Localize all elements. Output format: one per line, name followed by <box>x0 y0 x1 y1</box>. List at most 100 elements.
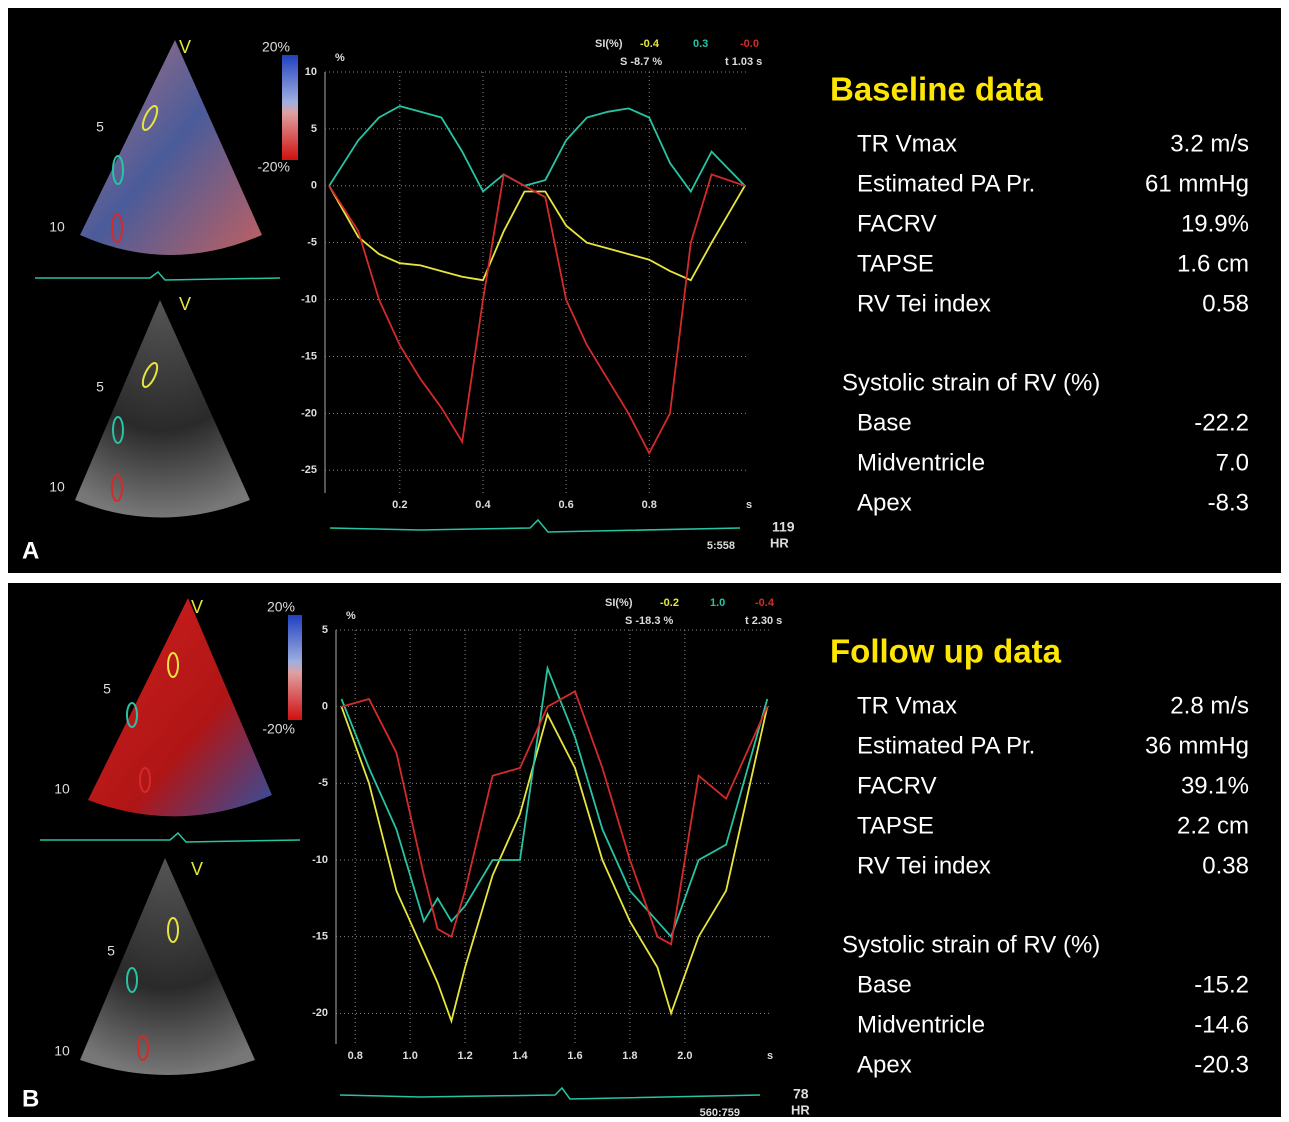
y-tick-label: -5 <box>307 237 317 249</box>
echo-label: 10 <box>54 781 70 797</box>
row-value: -22.2 <box>1194 409 1249 436</box>
row-label: Estimated PA Pr. <box>857 170 1035 197</box>
readout: S -18.3 % <box>625 615 674 627</box>
echo-label: 10 <box>49 219 65 235</box>
heart-rate: 119 <box>772 519 795 535</box>
row-label: RV Tei index <box>857 852 991 879</box>
y-tick-label: 0 <box>322 701 328 713</box>
summary-title: Follow up data <box>830 633 1062 670</box>
row-value: 3.2 m/s <box>1170 130 1249 157</box>
legend-entry: -0.0 <box>740 38 759 50</box>
echo-label: 5 <box>103 681 111 697</box>
x-tick-label: 0.6 <box>558 499 573 511</box>
color-bar <box>288 615 302 720</box>
y-tick-label: 10 <box>305 66 317 78</box>
row-value: -8.3 <box>1208 489 1249 516</box>
x-tick-label: 1.8 <box>622 1050 637 1062</box>
y-tick-label: -10 <box>301 293 317 305</box>
strain-title: Systolic strain of RV (%) <box>842 931 1100 958</box>
row-label: Midventricle <box>857 449 985 476</box>
row-label: Apex <box>857 1051 912 1078</box>
echo-label: V <box>179 294 191 314</box>
readout: t 1.03 s <box>725 56 762 68</box>
x-unit: s <box>767 1050 773 1062</box>
row-value: 36 mmHg <box>1145 732 1249 759</box>
echo-label: 5 <box>96 119 104 135</box>
row-label: FACRV <box>857 210 937 237</box>
x-tick-label: 1.2 <box>457 1050 472 1062</box>
panel-label: A <box>22 537 39 564</box>
x-tick-label: 1.0 <box>403 1050 418 1062</box>
row-value: 39.1% <box>1181 772 1249 799</box>
legend-entry: -0.4 <box>640 38 660 50</box>
row-label: TAPSE <box>857 250 934 277</box>
row-label: Estimated PA Pr. <box>857 732 1035 759</box>
row-label: Midventricle <box>857 1011 985 1038</box>
echo-label: V <box>191 597 203 617</box>
row-value: 7.0 <box>1216 449 1249 476</box>
row-value: -20.3 <box>1194 1051 1249 1078</box>
x-tick-label: 0.8 <box>642 499 657 511</box>
x-tick-label: 1.6 <box>567 1050 582 1062</box>
y-tick-label: -10 <box>312 854 328 866</box>
y-unit: % <box>346 610 356 622</box>
row-value: -14.6 <box>1194 1011 1249 1038</box>
row-label: RV Tei index <box>857 290 991 317</box>
figure: A B 1050-5-10-15-20-250.20.40.60.8%sSI(%… <box>0 0 1289 1122</box>
color-scale-label: 20% <box>262 39 290 55</box>
echo-label: V <box>191 859 203 879</box>
echo-label: 5 <box>96 379 104 395</box>
y-tick-label: -5 <box>318 777 328 789</box>
legend-entry: -0.4 <box>755 597 775 609</box>
color-scale-label: 20% <box>267 599 295 615</box>
heart-rate-label: HR <box>791 1102 810 1117</box>
row-label: TR Vmax <box>857 130 957 157</box>
echo-label: 10 <box>49 479 65 495</box>
row-value: 2.2 cm <box>1177 812 1249 839</box>
echo-label: V <box>179 37 191 57</box>
y-tick-label: 5 <box>311 123 317 135</box>
row-value: 2.8 m/s <box>1170 692 1249 719</box>
legend-entry: -0.2 <box>660 597 679 609</box>
row-value: 0.58 <box>1202 290 1249 317</box>
row-label: Base <box>857 971 912 998</box>
row-label: TR Vmax <box>857 692 957 719</box>
row-value: 61 mmHg <box>1145 170 1249 197</box>
legend-entry: 0.3 <box>693 38 708 50</box>
readout: S -8.7 % <box>620 56 662 68</box>
y-unit: % <box>335 52 345 64</box>
y-tick-label: -15 <box>301 350 317 362</box>
color-scale-label: -20% <box>262 721 295 737</box>
x-tick-label: 0.8 <box>348 1050 363 1062</box>
y-tick-label: -25 <box>301 464 317 476</box>
summary-title: Baseline data <box>830 71 1043 108</box>
echo-label: 10 <box>54 1043 70 1059</box>
readout: t 2.30 s <box>745 615 782 627</box>
si-header: SI(%) <box>595 38 623 50</box>
row-value: 1.6 cm <box>1177 250 1249 277</box>
si-header: SI(%) <box>605 597 633 609</box>
row-label: TAPSE <box>857 812 934 839</box>
row-label: Apex <box>857 489 912 516</box>
y-tick-label: 0 <box>311 180 317 192</box>
frame: 5:558 <box>707 540 735 552</box>
y-tick-label: -20 <box>312 1007 328 1019</box>
row-label: Base <box>857 409 912 436</box>
echo-label: 5 <box>107 943 115 959</box>
heart-rate: 78 <box>793 1086 809 1102</box>
x-unit: s <box>746 499 752 511</box>
strain-title: Systolic strain of RV (%) <box>842 369 1100 396</box>
legend-entry: 1.0 <box>710 597 725 609</box>
y-tick-label: -15 <box>312 931 328 943</box>
panel-label: B <box>22 1085 39 1112</box>
color-scale-label: -20% <box>257 159 290 175</box>
row-value: -15.2 <box>1194 971 1249 998</box>
frame: 560:759 <box>700 1107 740 1119</box>
row-value: 0.38 <box>1202 852 1249 879</box>
y-tick-label: -20 <box>301 407 317 419</box>
row-value: 19.9% <box>1181 210 1249 237</box>
row-label: FACRV <box>857 772 937 799</box>
x-tick-label: 1.4 <box>512 1050 528 1062</box>
x-tick-label: 0.2 <box>392 499 407 511</box>
heart-rate-label: HR <box>770 535 789 550</box>
